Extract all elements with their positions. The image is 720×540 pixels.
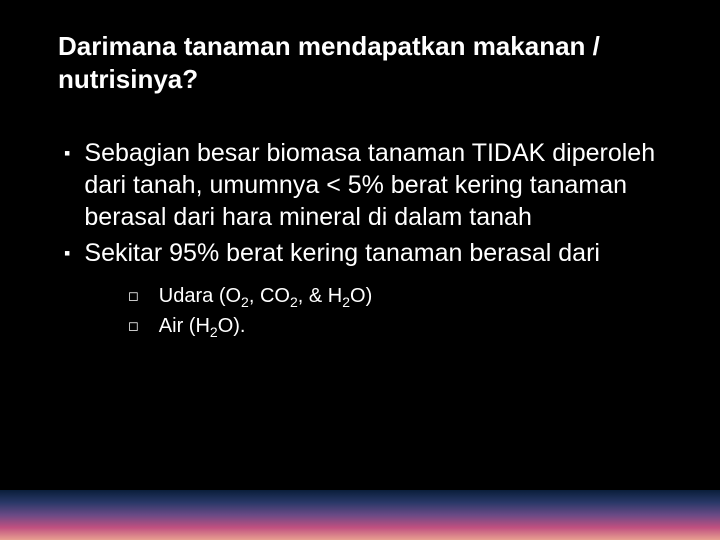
- slide-title: Darimana tanaman mendapatkan makanan / n…: [58, 30, 670, 95]
- bullet-text: Sebagian besar biomasa tanaman TIDAK dip…: [84, 137, 670, 233]
- subbullet-marker-icon: ◻: [128, 288, 139, 304]
- bullet-text: Sekitar 95% berat kering tanaman berasal…: [84, 237, 600, 269]
- spacer: [58, 273, 670, 283]
- bullet-marker-icon: ▪: [64, 243, 70, 264]
- bullet-item: ▪ Sekitar 95% berat kering tanaman beras…: [58, 237, 670, 269]
- subbullet-item: ◻ Udara (O2, CO2, & H2O): [128, 283, 670, 311]
- subbullet-text: Udara (O2, CO2, & H2O): [159, 283, 372, 311]
- subbullet-marker-icon: ◻: [128, 318, 139, 334]
- slide-content: Darimana tanaman mendapatkan makanan / n…: [0, 0, 720, 343]
- gradient-footer: [0, 490, 720, 540]
- bullet-item: ▪ Sebagian besar biomasa tanaman TIDAK d…: [58, 137, 670, 233]
- subbullet-item: ◻ Air (H2O).: [128, 313, 670, 341]
- subbullet-text: Air (H2O).: [159, 313, 246, 341]
- bullet-marker-icon: ▪: [64, 143, 70, 164]
